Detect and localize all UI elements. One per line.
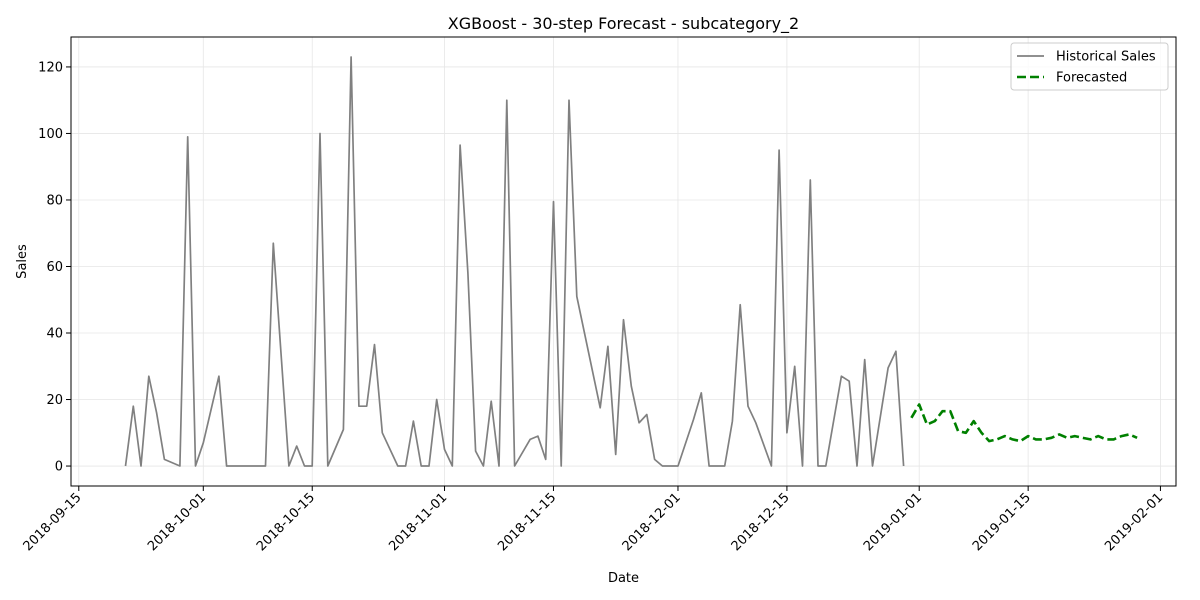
y-tick-label: 0 bbox=[55, 460, 63, 475]
y-axis-title: Sales bbox=[15, 244, 30, 279]
legend-label-forecasted: Forecasted bbox=[1056, 71, 1127, 86]
legend-box bbox=[1010, 42, 1169, 91]
x-axis-title: Date bbox=[608, 571, 639, 586]
chart-title: XGBoost - 30-step Forecast - subcategory… bbox=[448, 14, 799, 34]
series-line-forecasted bbox=[910, 403, 1138, 443]
y-tick-label: 40 bbox=[46, 327, 63, 342]
legend: Historical Sales Forecasted bbox=[1010, 42, 1169, 91]
y-tick-label: 80 bbox=[46, 193, 63, 208]
legend-label-historical: Historical Sales bbox=[1056, 50, 1156, 65]
y-tick-label: 100 bbox=[38, 127, 63, 142]
plot-frame bbox=[70, 36, 1177, 487]
y-tick-label: 120 bbox=[38, 60, 63, 75]
series-line-historical-sales bbox=[124, 56, 905, 467]
plot-area bbox=[124, 56, 1138, 467]
y-tick-label: 60 bbox=[46, 260, 63, 275]
y-tick-label: 20 bbox=[46, 393, 63, 408]
